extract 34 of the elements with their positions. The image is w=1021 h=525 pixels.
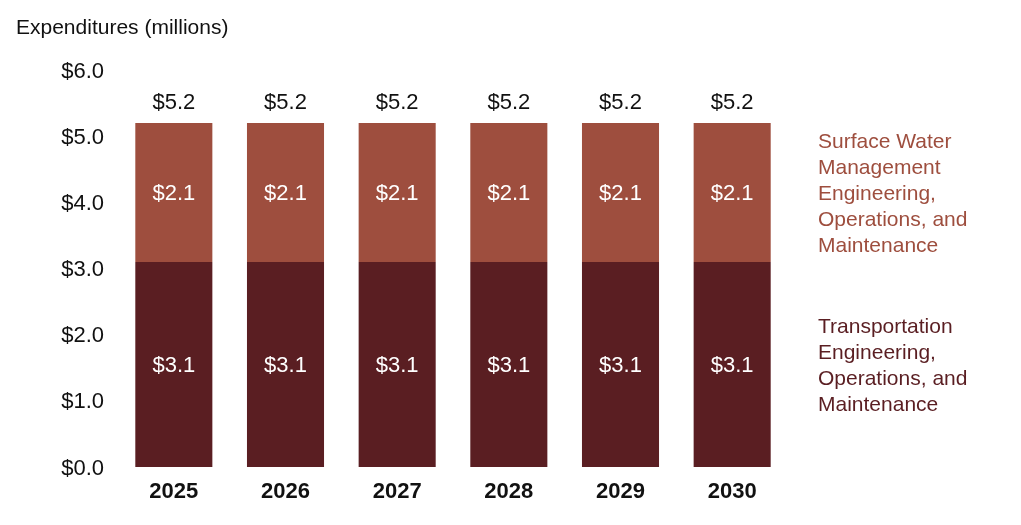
total-label: $5.2 (487, 89, 531, 115)
text: Transportation Engineering, Operations, and Maintenance (818, 313, 968, 415)
x-tick-label: 2027 (372, 477, 422, 503)
x-tick-label: 2030 (707, 477, 757, 503)
total-label: $5.2 (375, 89, 419, 115)
data-label: $2.1 (599, 179, 642, 205)
y-axis-title: Expenditures (millions) (16, 15, 229, 38)
data-label: $2.1 (710, 179, 754, 205)
y-tick-label: $1.0 (61, 388, 104, 414)
total-label: $5.2 (599, 89, 642, 115)
data-label: $3.1 (487, 351, 531, 377)
data-label: $3.1 (152, 351, 196, 377)
total-label: $5.2 (710, 89, 754, 115)
y-tick-label: $5.0 (61, 123, 104, 149)
x-tick-label: 2029 (596, 477, 645, 503)
data-label: $2.1 (152, 179, 196, 205)
y-tick-label: $6.0 (61, 57, 104, 83)
data-label: $3.1 (710, 351, 754, 377)
data-label: $2.1 (264, 179, 307, 205)
data-label: $2.1 (375, 179, 419, 205)
x-tick-label: 2028 (484, 477, 534, 503)
y-tick-label: $4.0 (61, 189, 104, 215)
y-tick-label: $3.0 (61, 256, 104, 281)
y-tick-label: $2.0 (61, 322, 104, 348)
x-tick-label: 2025 (149, 477, 199, 503)
data-label: $3.1 (599, 351, 642, 377)
data-label: $3.1 (264, 351, 307, 377)
data-label: $2.1 (487, 179, 531, 205)
text: Surface Water Management Engineering, Operations, and Maintenance (818, 128, 968, 256)
total-label: $5.2 (264, 89, 307, 115)
x-tick-label: 2026 (261, 477, 310, 503)
total-label: $5.2 (152, 89, 196, 115)
data-label: $3.1 (375, 351, 419, 377)
y-tick-label: $0.0 (61, 454, 104, 480)
